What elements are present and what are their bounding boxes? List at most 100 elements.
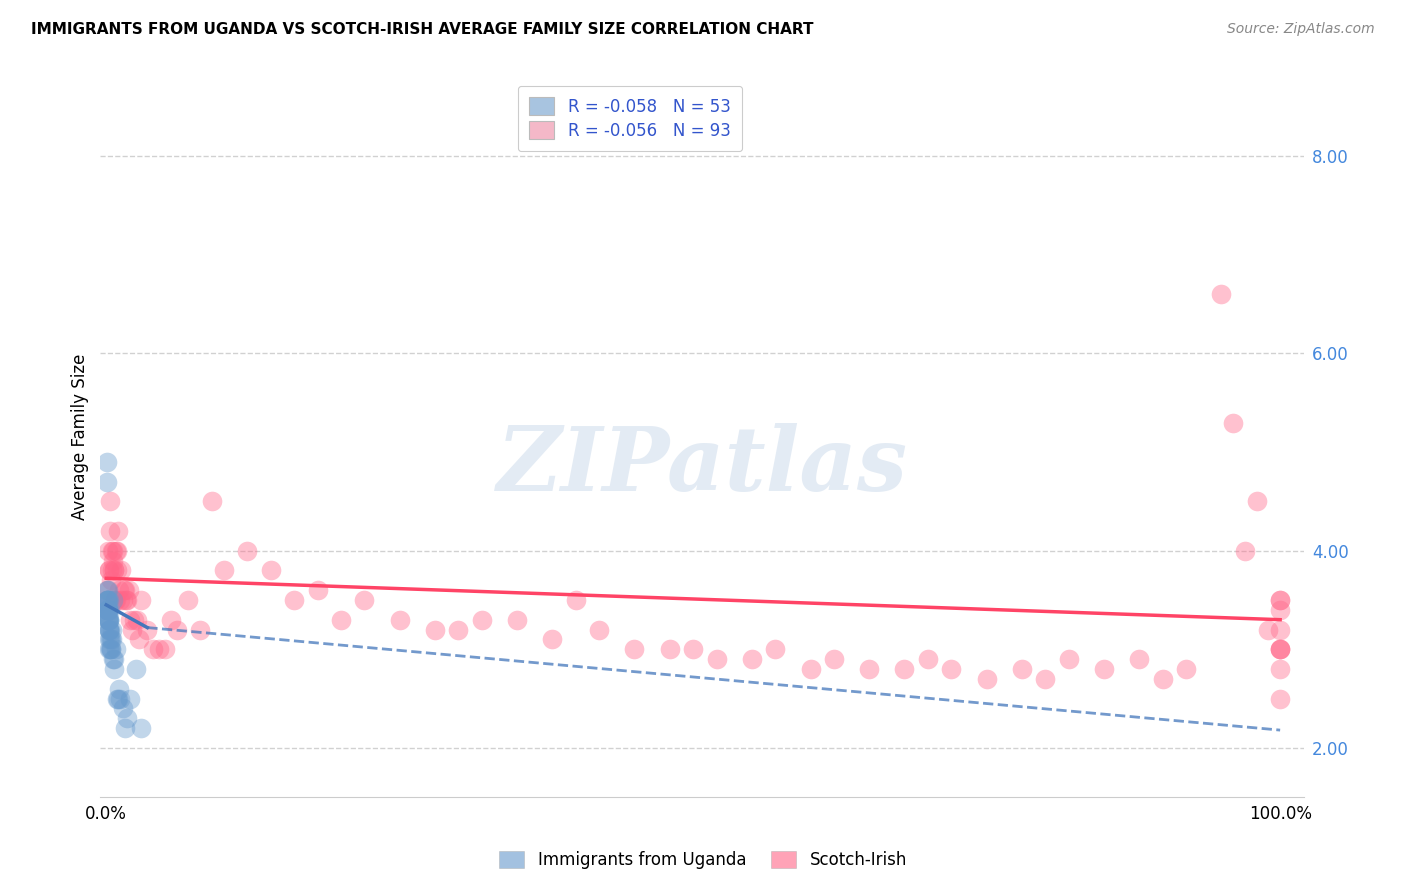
Point <box>104 593 127 607</box>
Point <box>103 652 125 666</box>
Point <box>97 613 120 627</box>
Point <box>96 583 118 598</box>
Point <box>110 691 132 706</box>
Point <box>121 623 143 637</box>
Point <box>101 543 124 558</box>
Text: Source: ZipAtlas.com: Source: ZipAtlas.com <box>1227 22 1375 37</box>
Point <box>283 593 305 607</box>
Point <box>259 563 281 577</box>
Point <box>97 613 120 627</box>
Point <box>97 593 120 607</box>
Point <box>107 524 129 538</box>
Point <box>98 613 121 627</box>
Point <box>1152 672 1174 686</box>
Point <box>101 623 124 637</box>
Point <box>97 603 120 617</box>
Point <box>111 701 134 715</box>
Point <box>506 613 529 627</box>
Point <box>100 642 122 657</box>
Point <box>1268 603 1291 617</box>
Point <box>201 494 224 508</box>
Point <box>97 623 120 637</box>
Legend: R = -0.058   N = 53, R = -0.056   N = 93: R = -0.058 N = 53, R = -0.056 N = 93 <box>517 86 742 152</box>
Point <box>115 593 138 607</box>
Point <box>97 603 120 617</box>
Text: IMMIGRANTS FROM UGANDA VS SCOTCH-IRISH AVERAGE FAMILY SIZE CORRELATION CHART: IMMIGRANTS FROM UGANDA VS SCOTCH-IRISH A… <box>31 22 814 37</box>
Point <box>98 642 121 657</box>
Point <box>105 563 128 577</box>
Point <box>131 593 153 607</box>
Point <box>565 593 588 607</box>
Point <box>353 593 375 607</box>
Point <box>1268 623 1291 637</box>
Point <box>96 455 118 469</box>
Y-axis label: Average Family Size: Average Family Size <box>72 354 89 520</box>
Point <box>98 603 121 617</box>
Point <box>97 603 120 617</box>
Point <box>1057 652 1080 666</box>
Point <box>658 642 681 657</box>
Point <box>103 563 125 577</box>
Point <box>1211 287 1233 301</box>
Point <box>941 662 963 676</box>
Point <box>128 632 150 647</box>
Point <box>98 623 121 637</box>
Point <box>96 593 118 607</box>
Point <box>541 632 564 647</box>
Point <box>1268 642 1291 657</box>
Point <box>98 623 121 637</box>
Point <box>117 583 139 598</box>
Point <box>111 593 134 607</box>
Point <box>858 662 880 676</box>
Point <box>98 494 121 508</box>
Point <box>1033 672 1056 686</box>
Point <box>307 583 329 598</box>
Point <box>96 475 118 489</box>
Point <box>105 691 128 706</box>
Point <box>101 593 124 607</box>
Point <box>98 632 121 647</box>
Point <box>706 652 728 666</box>
Point <box>105 593 128 607</box>
Point <box>110 563 132 577</box>
Point <box>125 613 148 627</box>
Point <box>159 613 181 627</box>
Point <box>976 672 998 686</box>
Point <box>114 583 136 598</box>
Point <box>110 593 132 607</box>
Point <box>98 593 121 607</box>
Point <box>96 593 118 607</box>
Point <box>124 613 146 627</box>
Point <box>103 563 125 577</box>
Point <box>103 652 125 666</box>
Point <box>330 613 353 627</box>
Point <box>104 642 127 657</box>
Point <box>96 593 118 607</box>
Point <box>97 603 120 617</box>
Point <box>118 691 141 706</box>
Point <box>117 593 139 607</box>
Point <box>96 603 118 617</box>
Point <box>800 662 823 676</box>
Point <box>623 642 645 657</box>
Text: ZIPatlas: ZIPatlas <box>496 423 907 509</box>
Point <box>388 613 411 627</box>
Point <box>1268 642 1291 657</box>
Point <box>188 623 211 637</box>
Point <box>1257 623 1279 637</box>
Point <box>100 563 122 577</box>
Point <box>177 593 200 607</box>
Point <box>1268 662 1291 676</box>
Point <box>1222 416 1244 430</box>
Point <box>96 603 118 617</box>
Point <box>1233 543 1256 558</box>
Point <box>97 593 120 607</box>
Point <box>763 642 786 657</box>
Point <box>124 662 146 676</box>
Point <box>1011 662 1033 676</box>
Point <box>447 623 470 637</box>
Point <box>212 563 235 577</box>
Point <box>1268 593 1291 607</box>
Point <box>105 543 128 558</box>
Point <box>100 574 122 588</box>
